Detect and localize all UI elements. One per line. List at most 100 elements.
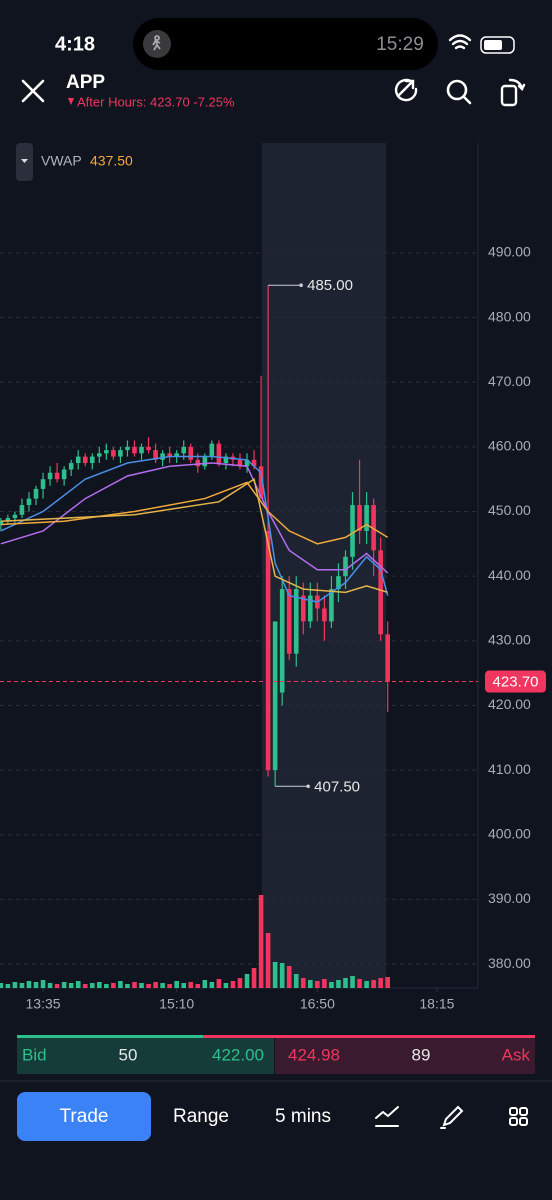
volume-bar bbox=[89, 983, 95, 988]
candle-body bbox=[89, 456, 95, 464]
candle-body bbox=[19, 505, 25, 515]
volume-bar bbox=[385, 977, 390, 988]
share-button[interactable] bbox=[394, 78, 418, 102]
candle-body bbox=[181, 446, 187, 454]
volume-bar bbox=[104, 984, 109, 988]
candle-body bbox=[237, 459, 243, 467]
candle-body bbox=[132, 446, 137, 454]
candle-body bbox=[26, 498, 32, 506]
candle-body bbox=[188, 446, 194, 460]
ask-depth bbox=[203, 1035, 535, 1038]
x-tick-label: 16:50 bbox=[300, 996, 335, 1012]
bid-depth bbox=[17, 1035, 203, 1038]
battery-level bbox=[484, 40, 502, 50]
y-tick-label: 490.00 bbox=[488, 244, 531, 260]
candle-body bbox=[12, 514, 18, 518]
moving-average-line bbox=[0, 462, 389, 574]
last-price-badge bbox=[485, 670, 546, 693]
plot: 490.00 480.00 470.00 460.00 450.00 440.00 430.… bbox=[0, 244, 546, 1012]
candle-body bbox=[385, 634, 390, 682]
ask-label: Ask bbox=[502, 1045, 531, 1064]
volume-bar bbox=[293, 974, 299, 988]
candle-body bbox=[75, 456, 81, 464]
volume-bar bbox=[308, 980, 313, 988]
trade-button[interactable] bbox=[17, 1092, 151, 1141]
volume-bar bbox=[237, 978, 243, 988]
candle-body bbox=[293, 589, 299, 654]
volume-bar bbox=[174, 981, 179, 988]
candle-body bbox=[146, 446, 151, 451]
volume-bar bbox=[111, 983, 116, 988]
volume-bar bbox=[371, 980, 376, 988]
volume-bar bbox=[216, 979, 222, 988]
x-tick-label: 15:10 bbox=[159, 996, 194, 1012]
search-circle bbox=[446, 79, 468, 101]
candle-body bbox=[125, 446, 130, 451]
candle-body bbox=[54, 472, 60, 480]
y-tick-label: 460.00 bbox=[488, 438, 531, 454]
x-tick-label: 13:35 bbox=[26, 996, 61, 1012]
indicator-name: VWAP bbox=[41, 153, 82, 169]
search-handle bbox=[462, 95, 472, 105]
grid-cell bbox=[509, 1117, 518, 1126]
moving-average-line bbox=[0, 481, 389, 545]
volume-bar bbox=[40, 980, 46, 988]
volume-bar bbox=[26, 981, 32, 988]
volume-bar bbox=[364, 981, 369, 988]
candle-body bbox=[308, 595, 313, 622]
candle-body bbox=[322, 608, 327, 622]
candle-body bbox=[343, 556, 348, 577]
more-button[interactable] bbox=[509, 1107, 528, 1126]
indicators-button[interactable] bbox=[375, 1106, 399, 1127]
trade-label: Trade bbox=[60, 1106, 109, 1127]
volume-bar bbox=[139, 983, 144, 988]
range-button[interactable]: Range bbox=[173, 1106, 229, 1127]
candle-body bbox=[174, 453, 179, 457]
volume-bar bbox=[188, 982, 194, 988]
phone-shape bbox=[500, 84, 518, 107]
volume-bar bbox=[350, 976, 355, 988]
ask-price: 424.98 bbox=[288, 1045, 340, 1064]
volume-bar bbox=[343, 978, 348, 988]
moving-average-line bbox=[0, 477, 388, 594]
draw-button[interactable] bbox=[440, 1105, 464, 1129]
candle-body bbox=[265, 530, 271, 771]
down-arrow bbox=[68, 98, 74, 105]
rotate-button[interactable] bbox=[500, 78, 526, 107]
volume-bar bbox=[202, 980, 208, 988]
volume-bar bbox=[181, 983, 187, 988]
search-button[interactable] bbox=[446, 79, 472, 105]
grid-cell bbox=[509, 1107, 518, 1116]
volume-bar bbox=[54, 984, 60, 988]
last-price-label: 423.70 bbox=[493, 674, 539, 691]
volume-bar bbox=[279, 963, 285, 988]
interval-button[interactable]: 5 mins bbox=[275, 1106, 331, 1127]
candle-body bbox=[118, 450, 123, 457]
volume-bar bbox=[146, 984, 151, 988]
volume-bar bbox=[244, 974, 250, 988]
volume-bar bbox=[68, 983, 74, 988]
volume-bar bbox=[315, 981, 320, 988]
candle-body bbox=[82, 456, 88, 464]
candle-body bbox=[139, 446, 144, 454]
candle-body bbox=[0, 521, 4, 525]
candle-body bbox=[336, 576, 341, 590]
candle-body bbox=[279, 589, 285, 693]
volume-bar bbox=[82, 984, 88, 988]
y-tick-label: 450.00 bbox=[488, 502, 531, 518]
y-tick-label: 400.00 bbox=[488, 825, 531, 841]
candle-body bbox=[272, 621, 278, 771]
symbol: APP bbox=[66, 72, 105, 93]
y-tick-label: 420.00 bbox=[488, 696, 531, 712]
close-button[interactable] bbox=[21, 79, 45, 103]
volume-bar bbox=[195, 984, 201, 988]
volume-bar bbox=[300, 978, 306, 988]
candle-body bbox=[33, 488, 39, 499]
candle-body bbox=[160, 453, 165, 460]
extreme-label: 485.00 bbox=[307, 277, 353, 294]
volume-bar bbox=[160, 983, 165, 988]
moving-average-line bbox=[0, 455, 389, 603]
candle-body bbox=[350, 505, 355, 557]
volume-bar bbox=[286, 966, 292, 988]
